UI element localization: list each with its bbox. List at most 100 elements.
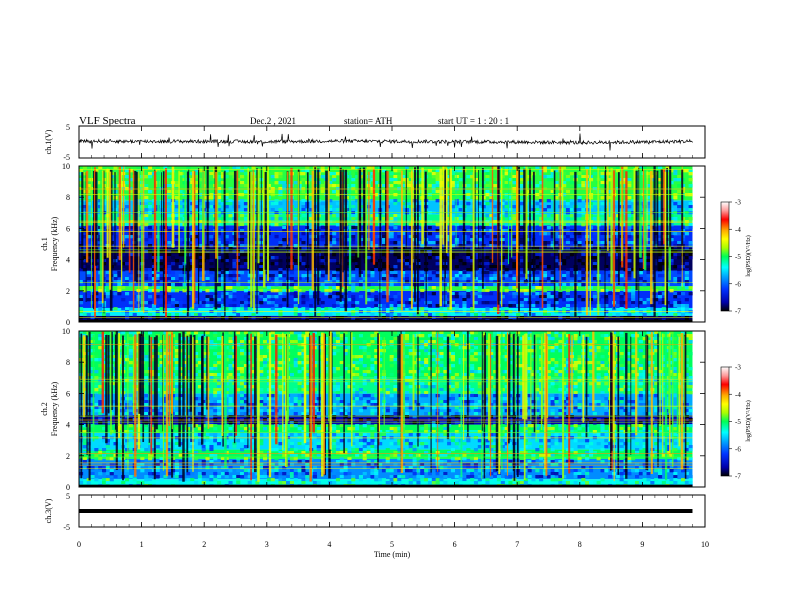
spectrogram-cell [681,247,686,251]
spectrogram-cell [523,298,528,302]
spectrogram-cell [393,307,398,311]
spectrogram-cell [117,331,122,335]
spectrogram-cell [217,241,222,245]
spectrogram-cell [259,262,264,266]
spectrogram-cell [232,304,237,308]
spectrogram-cell [362,349,367,353]
spectrogram-cell [144,223,149,227]
spectrogram-cell [462,346,467,350]
spectrogram-cell [128,253,133,257]
spectrogram-cell [351,238,356,242]
spectrogram-cell [82,190,87,194]
spectrogram-cell [577,259,582,263]
spectrogram-cell [197,220,202,224]
spectrogram-cell [301,253,306,257]
spectrogram-cell [427,355,432,359]
spectrogram-cell [79,208,84,212]
spectrogram-cell [650,307,655,311]
spectrogram-cell [220,259,225,263]
spectrogram-cell [209,301,214,305]
spectrogram-cell [654,232,659,236]
spectrogram-cell [128,301,133,305]
spectrogram-cell [251,361,256,365]
spectrogram-cell [654,295,659,299]
spectrogram-cell [90,298,95,302]
spectrogram-cell [228,304,233,308]
spectrogram-cell [627,241,632,245]
spectrogram-cell [473,277,478,281]
spectrogram-cell [201,340,206,344]
spectrogram-cell [393,169,398,173]
spectrogram-cell [439,364,444,368]
spectrogram-cell [508,304,513,308]
spectrogram-cell [554,298,559,302]
spectrogram-cell [79,169,84,173]
spectrogram-cell [604,268,609,272]
spectrogram-cell [217,172,222,176]
spectrogram-cell [332,178,337,182]
spectrogram-cell [542,169,547,173]
spectrogram-cell [174,241,179,245]
spectrogram-cell [144,190,149,194]
spectrogram-cell [638,349,643,353]
spectrogram-cell [128,223,133,227]
spectrogram-cell [462,253,467,257]
spectrogram-cell [504,352,509,356]
spectrogram-cell [240,238,245,242]
spectrogram-cell [332,286,337,290]
spectrogram-cell [684,304,689,308]
spectrogram-cell [473,352,478,356]
spectrogram-cell [615,268,620,272]
spectrogram-cell [278,280,283,284]
spectrogram-cell [542,289,547,293]
spectrogram-cell [554,169,559,173]
spectrogram-cell [542,274,547,278]
spectrogram-cell [577,355,582,359]
spectrogram-cell [282,226,287,230]
spectrogram-cell [589,352,594,356]
spectrogram-cell [205,277,210,281]
spectrogram-cell [105,286,110,290]
spectrogram-cell [309,217,314,221]
spectrogram-cell [194,253,199,257]
spectrogram-cell [217,169,222,173]
spectrogram-cell [577,337,582,341]
spectrogram-cell [205,283,210,287]
spectrogram-cell [320,226,325,230]
spectrogram-cell [240,271,245,275]
spectrogram-cell [343,331,348,335]
spectrogram-cell [684,274,689,278]
spectrogram-cell [592,295,597,299]
spectrogram-cell [355,223,360,227]
spectrogram-cell [581,268,586,272]
spectrogram-cell [393,226,398,230]
spectrogram-cell [381,295,386,299]
spectrogram-cell [178,262,183,266]
spectrogram-cell [512,262,517,266]
spectrogram-cell [577,244,582,248]
spectrogram-cell [523,289,528,293]
spectrogram-cell [293,181,298,185]
spectrogram-cell [485,247,490,251]
spectrogram-cell [454,307,459,311]
spectrogram-cell [539,253,544,257]
spectrogram-cell [581,277,586,281]
spectrogram-cell [397,235,402,239]
spectrogram-cell [466,175,471,179]
spectrogram-cell [500,247,505,251]
spectrogram-cell [159,352,164,356]
spectrogram-cell [347,364,352,368]
spectrogram-cell [194,190,199,194]
ch1-freq-tick-label: 8 [66,193,70,202]
spectrogram-cell [439,346,444,350]
spectrogram-cell [401,259,406,263]
spectrogram-cell [589,307,594,311]
spectrogram-cell [431,286,436,290]
spectrogram-cell [592,190,597,194]
spectrogram-cell [427,220,432,224]
spectrogram-cell [554,259,559,263]
spectrogram-cell [600,229,605,233]
spectrogram-cell [470,247,475,251]
spectrogram-cell [581,253,586,257]
spectrogram-cell [128,169,133,173]
